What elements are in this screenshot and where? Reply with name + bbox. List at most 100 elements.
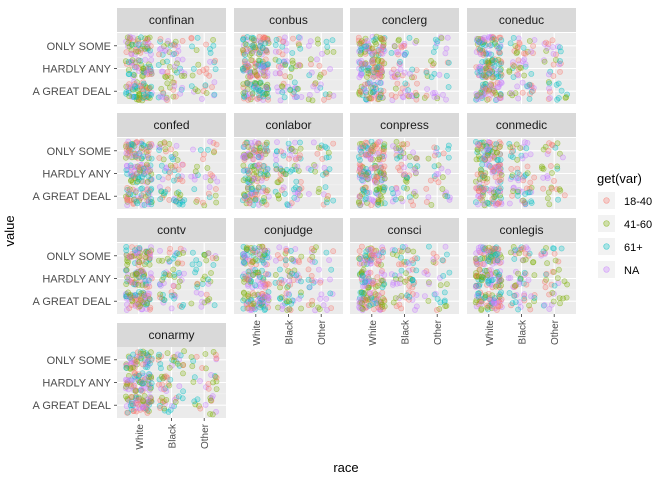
data-point [359, 307, 366, 314]
data-point [549, 170, 555, 176]
data-point [204, 146, 211, 153]
data-point [521, 72, 527, 79]
data-point [323, 295, 330, 302]
data-point [172, 93, 179, 100]
data-point [158, 45, 165, 52]
data-point [477, 51, 484, 57]
data-point [546, 201, 553, 208]
data-point [522, 152, 529, 159]
data-point [442, 50, 449, 57]
data-point [243, 275, 250, 282]
data-point [433, 307, 440, 313]
data-point [298, 278, 304, 285]
data-point [371, 254, 377, 261]
data-point [209, 411, 216, 418]
data-point [550, 50, 557, 57]
data-point [402, 177, 409, 184]
data-point [245, 268, 252, 275]
data-point [123, 281, 130, 287]
data-point [257, 304, 264, 311]
data-point [413, 267, 420, 274]
data-point [274, 139, 280, 145]
data-point [200, 88, 207, 94]
data-point [211, 302, 218, 309]
data-point [195, 61, 202, 68]
data-point [363, 43, 369, 49]
data-point [288, 66, 295, 72]
data-point [273, 157, 280, 163]
data-point [528, 71, 535, 77]
data-point [127, 171, 134, 177]
data-point [515, 270, 521, 277]
data-point [276, 58, 282, 65]
data-point [510, 74, 517, 80]
data-point [126, 296, 133, 303]
data-point [148, 68, 155, 75]
data-point [146, 360, 153, 367]
data-point [366, 302, 373, 309]
data-point [200, 156, 206, 162]
data-point [546, 80, 553, 87]
data-point [402, 80, 409, 87]
data-point [409, 284, 416, 291]
data-point [202, 351, 209, 357]
data-point [406, 91, 413, 98]
data-point [147, 270, 154, 277]
data-point [316, 185, 323, 192]
data-point [397, 254, 404, 261]
data-point [293, 178, 300, 185]
data-point [140, 190, 147, 197]
data-point [191, 176, 198, 183]
data-point [476, 39, 483, 45]
data-point [492, 58, 499, 64]
facet-confed: confed [117, 113, 226, 209]
data-point [516, 250, 523, 257]
data-point [189, 249, 196, 256]
data-point [555, 80, 562, 87]
data-point [257, 49, 263, 56]
data-point [255, 201, 262, 208]
data-point [483, 146, 490, 153]
data-point [394, 69, 401, 76]
data-point [494, 156, 501, 163]
data-point [213, 199, 220, 206]
data-point [194, 34, 201, 41]
data-point [179, 56, 186, 63]
data-point [277, 97, 284, 104]
data-point [140, 273, 147, 280]
data-point [129, 41, 136, 48]
data-point [433, 253, 440, 260]
data-point [381, 175, 388, 182]
data-point [475, 142, 481, 149]
data-point [129, 34, 136, 41]
data-point [207, 50, 214, 56]
legend-label: 18-40 [624, 196, 652, 208]
data-point [146, 249, 153, 256]
data-point [413, 155, 419, 161]
data-point [442, 303, 449, 309]
data-point [252, 282, 259, 289]
data-point [393, 147, 400, 154]
data-point [199, 281, 206, 287]
data-point [174, 360, 181, 367]
data-point [167, 162, 174, 169]
data-point [543, 270, 550, 277]
facet-strip-label: conlabor [265, 118, 311, 132]
data-point [173, 142, 180, 149]
data-point [264, 295, 271, 302]
data-point [251, 175, 257, 182]
data-point [362, 61, 368, 67]
data-point [207, 138, 213, 145]
data-point [315, 266, 322, 273]
data-point [373, 173, 380, 180]
data-point [171, 51, 177, 57]
data-point [135, 87, 142, 94]
data-point [189, 72, 196, 79]
data-point [123, 267, 130, 273]
data-point [396, 261, 402, 268]
data-point [180, 370, 186, 377]
data-point [312, 168, 318, 175]
x-tick-label: Other [550, 319, 561, 345]
facet-conlabor: conlabor [234, 113, 343, 209]
data-point [380, 148, 387, 154]
